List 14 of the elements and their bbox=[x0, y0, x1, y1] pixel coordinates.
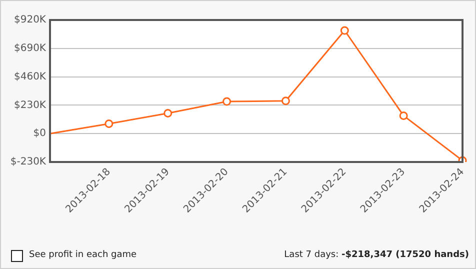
point bbox=[164, 108, 172, 118]
y-tick-label: $460K bbox=[14, 71, 46, 82]
y-tick-label: $920K bbox=[14, 14, 46, 26]
text: Last 7 days: -$218,347 (17520 hands) bbox=[284, 250, 469, 260]
text: See profit in each game bbox=[29, 250, 137, 260]
y-tick-label: $230K bbox=[14, 100, 46, 111]
point bbox=[104, 119, 114, 128]
y-tick-label: $0 bbox=[33, 128, 46, 140]
y-tick-label: $690K bbox=[14, 42, 46, 54]
point bbox=[281, 96, 290, 106]
point bbox=[340, 26, 349, 35]
y-tick-label: $-230K bbox=[10, 156, 46, 168]
point bbox=[222, 97, 232, 106]
point bbox=[399, 111, 408, 120]
